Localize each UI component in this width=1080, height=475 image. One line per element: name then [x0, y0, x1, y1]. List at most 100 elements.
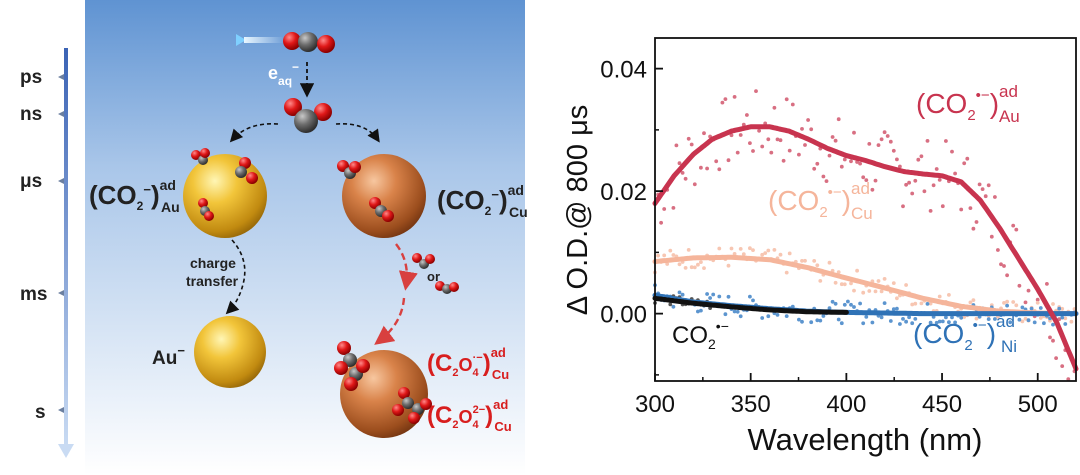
data-point	[1063, 322, 1068, 326]
series-line	[652, 124, 1079, 372]
data-point	[852, 288, 856, 293]
series-label-au: (CO2•−)ad Au	[916, 82, 1020, 126]
data-point	[797, 317, 801, 322]
data-point	[754, 89, 758, 93]
data-point	[766, 137, 771, 142]
data-point	[781, 158, 786, 163]
data-point	[800, 259, 804, 263]
data-point	[726, 158, 731, 163]
data-point	[852, 305, 856, 309]
data-point	[895, 296, 899, 301]
data-point	[925, 302, 930, 306]
data-point	[806, 118, 810, 122]
series-label-free: CO2•−	[672, 318, 729, 352]
scheme-background	[85, 0, 525, 475]
data-point	[1045, 282, 1049, 286]
data-point	[891, 307, 896, 312]
data-point	[944, 315, 948, 320]
electron-beam-icon	[236, 34, 284, 46]
data-point	[1060, 306, 1065, 311]
data-point	[1066, 377, 1071, 381]
data-point	[1008, 320, 1013, 325]
copper-nanoparticle	[342, 154, 426, 238]
data-point	[895, 306, 899, 311]
data-point	[959, 315, 964, 320]
data-point	[855, 268, 859, 273]
or-label: or	[427, 269, 440, 284]
data-point	[879, 315, 884, 320]
data-point	[1029, 306, 1034, 311]
data-point	[836, 270, 841, 274]
data-point	[849, 302, 853, 307]
data-point	[993, 195, 997, 199]
data-point	[784, 314, 789, 318]
data-point	[821, 174, 826, 179]
data-point	[1017, 283, 1022, 288]
data-point	[1014, 303, 1019, 308]
time-label-ps: ps	[20, 67, 42, 88]
data-point	[833, 301, 838, 306]
data-point	[849, 281, 853, 286]
data-point	[662, 207, 667, 211]
data-point	[870, 187, 875, 192]
data-point	[689, 265, 694, 270]
data-point	[717, 294, 722, 299]
data-point	[751, 149, 755, 153]
data-point	[858, 301, 862, 306]
data-point	[760, 252, 765, 257]
data-point	[937, 178, 942, 182]
data-point	[778, 138, 783, 143]
oxalate-adsorbate-icon	[334, 341, 432, 424]
c2o4-dianion-label: (C2O42−)ad Cu	[427, 397, 512, 434]
time-label-s: s	[35, 402, 46, 423]
data-point	[787, 251, 792, 256]
data-point	[784, 97, 789, 102]
data-point	[818, 318, 823, 323]
data-point	[772, 248, 777, 252]
data-point	[888, 319, 893, 323]
data-point	[898, 164, 902, 169]
plot-frame	[654, 37, 1077, 382]
data-point	[677, 290, 682, 295]
time-ticks	[58, 74, 64, 413]
axes: 300 350 400 450 500 0.00 0.02 0.04	[600, 57, 1057, 418]
data-point	[953, 171, 957, 176]
data-point	[800, 126, 804, 131]
data-point	[717, 167, 722, 172]
data-point	[913, 317, 918, 321]
data-point	[729, 246, 734, 251]
data-point	[980, 187, 985, 192]
data-point	[1017, 317, 1022, 322]
data-point	[812, 259, 817, 263]
data-point	[800, 319, 804, 324]
data-point	[1042, 321, 1046, 326]
x-tick-label: 500	[1018, 391, 1058, 418]
data-point	[656, 253, 660, 258]
data-point	[867, 289, 872, 293]
data-point	[1023, 316, 1028, 321]
data-point	[959, 207, 964, 212]
data-point	[671, 253, 676, 257]
co2-molecule-icon	[283, 32, 335, 53]
data-point	[680, 292, 685, 297]
data-point	[904, 182, 908, 187]
au-adsorbate-label: (CO2−)ad Au	[89, 177, 180, 215]
data-point	[726, 263, 731, 268]
data-point	[705, 166, 709, 171]
data-point	[989, 234, 994, 239]
data-point	[846, 299, 850, 304]
data-point	[1026, 318, 1031, 323]
time-label-us: μs	[20, 171, 42, 192]
spectrum-chart: 300 350 400 450 500 0.00 0.02 0.04 Δ O.D.@ 800 …	[562, 37, 1079, 457]
data-point	[861, 290, 866, 295]
data-point	[937, 319, 942, 324]
data-point	[751, 248, 755, 253]
data-point	[757, 128, 761, 133]
data-point	[827, 260, 832, 265]
data-point	[953, 320, 957, 325]
reaction-scheme: ps ns μs ms s eaq−	[20, 0, 528, 475]
data-point	[662, 253, 667, 258]
data-point	[738, 314, 743, 319]
data-point	[1035, 297, 1040, 302]
data-point	[891, 281, 896, 285]
